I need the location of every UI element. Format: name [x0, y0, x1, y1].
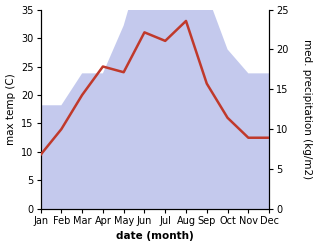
- Y-axis label: med. precipitation (kg/m2): med. precipitation (kg/m2): [302, 39, 313, 179]
- Y-axis label: max temp (C): max temp (C): [5, 73, 16, 145]
- X-axis label: date (month): date (month): [116, 231, 194, 242]
